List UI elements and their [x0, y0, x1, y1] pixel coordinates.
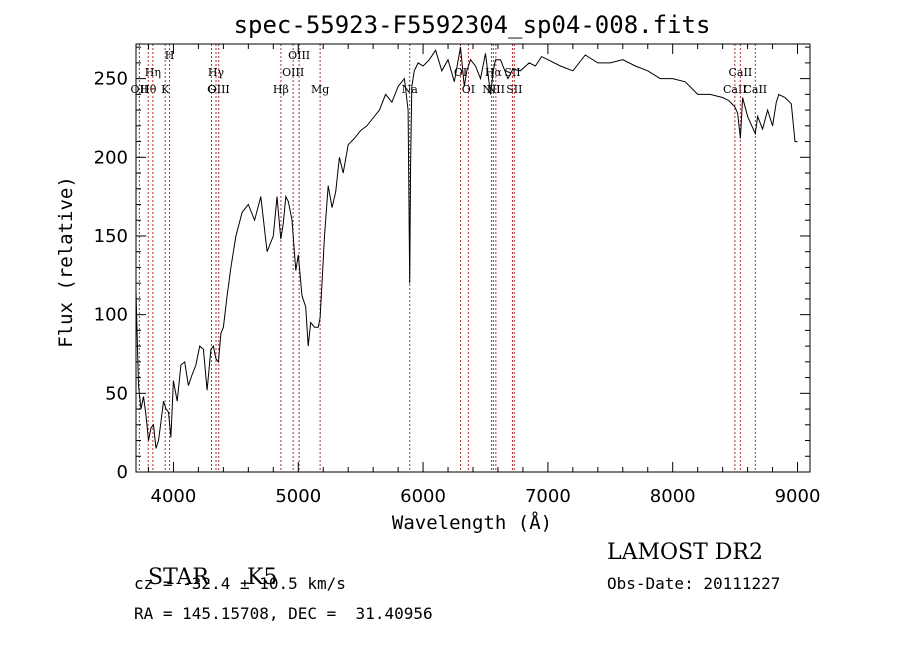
marker-label: CaII: [743, 83, 767, 96]
x-tick-label: 7000: [525, 486, 571, 507]
class-label: STAR: [148, 565, 209, 590]
marker-label: Hα: [485, 66, 503, 79]
marker-label: Mg: [311, 83, 329, 96]
y-tick-label: 0: [117, 462, 128, 483]
y-tick-label: 100: [94, 305, 128, 326]
subclass-label: K5: [247, 565, 278, 590]
x-tick-label: 9000: [775, 486, 821, 507]
y-tick-label: 250: [94, 69, 128, 90]
x-tick-label: 6000: [400, 486, 446, 507]
marker-label: Hβ: [273, 83, 289, 96]
marker-label: K: [161, 83, 170, 96]
coordinates-text: RA = 145.15708, DEC = 31.40956: [134, 604, 433, 623]
object-class: STAR K5: [134, 540, 277, 590]
marker-label: OI: [462, 83, 475, 96]
marker-label: OIII: [282, 66, 304, 79]
axis-ticks: 4000 5000 6000 7000 8000 9000 0 50 100 150 200 250: [94, 44, 821, 507]
marker-label: OII: [131, 83, 149, 96]
y-axis-label: Flux (relative): [55, 176, 77, 348]
marker-label: SII: [504, 66, 520, 79]
marker-label: G: [207, 83, 216, 96]
marker-label: CaII: [729, 66, 753, 79]
marker-label: Na: [402, 83, 419, 96]
marker-label: SII: [506, 83, 522, 96]
marker-label: OI: [454, 66, 467, 79]
y-tick-label: 50: [105, 383, 128, 404]
x-tick-label: 5000: [275, 486, 321, 507]
plot-frame: [135, 43, 811, 473]
marker-label: Hθ: [140, 83, 157, 96]
x-tick-label: 8000: [650, 486, 696, 507]
x-axis-label: Wavelength (Å): [392, 511, 552, 534]
redshift-text: cz = -32.4 ± 10.5 km/s: [134, 574, 346, 593]
marker-label: Hγ: [208, 66, 225, 79]
obs-date-text: Obs-Date: 20111227: [607, 574, 781, 593]
marker-label: OIII: [208, 83, 230, 96]
marker-label: OIII: [288, 49, 310, 62]
y-tick-label: 200: [94, 147, 128, 168]
marker-label: Hη: [145, 66, 161, 79]
flux-line: [135, 47, 798, 449]
survey-label: LAMOST DR2: [607, 540, 763, 565]
chart-title: spec-55923-F5592304_sp04-008.fits: [234, 11, 711, 39]
x-tick-label: 4000: [151, 486, 197, 507]
y-tick-label: 150: [94, 226, 128, 247]
marker-label: H: [165, 49, 175, 62]
